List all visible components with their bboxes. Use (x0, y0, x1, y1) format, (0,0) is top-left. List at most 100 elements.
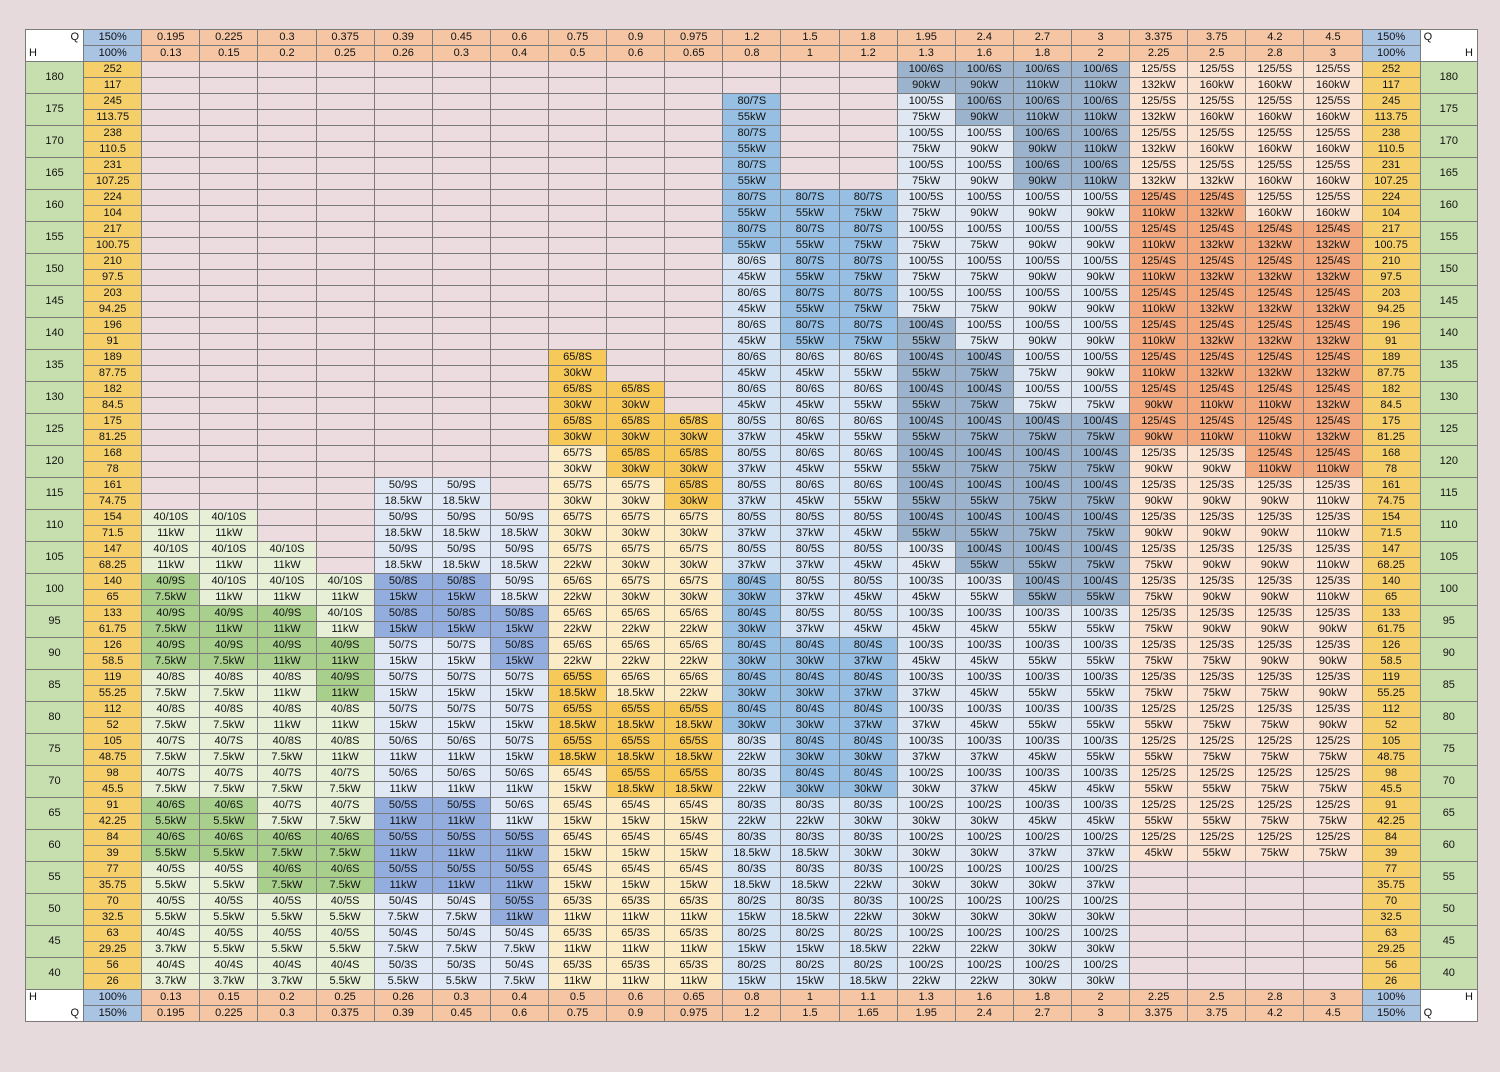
pump-model-cell: 125/3S (1129, 637, 1189, 654)
pump-model-cell: 40/10S (141, 541, 201, 558)
head-value-left: 140 (24, 317, 85, 350)
pump-model-cell (141, 477, 201, 494)
motor-power-cell (547, 109, 608, 126)
pump-model-cell (838, 61, 898, 78)
motor-power-cell: 75kW (896, 269, 956, 286)
pump-model-cell (547, 61, 608, 78)
motor-power-cell: 110kW (1245, 429, 1305, 446)
pump-model-cell: 100/5S (1070, 317, 1131, 334)
pump-model-cell: 80/4S (780, 669, 840, 686)
motor-power-cell (431, 77, 491, 94)
head-base-value: 81.25 (1361, 429, 1421, 446)
pump-model-cell: 100/4S (1070, 413, 1131, 430)
head-value-right: 110 (1419, 509, 1479, 542)
motor-power-cell: 160kW (1187, 141, 1247, 158)
table-row: 85 119 40/8S 40/8S 40/8S 40/9S 50/7S 50/7S 50/7S… (24, 669, 1479, 702)
pump-model-cell: 80/3S (780, 861, 840, 878)
motor-power-cell: 160kW (1303, 109, 1363, 126)
pump-model-cell: 125/2S (1245, 797, 1305, 814)
motor-power-cell: 11kW (257, 621, 317, 638)
motor-power-cell: 30kW (896, 845, 956, 862)
motor-power-cell: 75kW (1303, 781, 1363, 798)
motor-power-cell: 75kW (1070, 397, 1131, 414)
pump-model-cell (664, 253, 724, 270)
pump-model-cell: 65/7S (547, 541, 608, 558)
motor-power-cell: 7.5kW (141, 749, 201, 766)
motor-power-cell: 30kW (547, 493, 608, 510)
motor-power-cell: 75kW (954, 237, 1014, 254)
motor-power-cell (606, 333, 666, 350)
motor-power-cell: 132kW (1303, 333, 1363, 350)
motor-power-cell: 11kW (489, 781, 549, 798)
pump-model-cell (373, 285, 433, 302)
pump-model-cell: 40/4S (257, 957, 317, 974)
q-footer-value: 1.2 (722, 1005, 782, 1022)
motor-power-cell (664, 237, 724, 254)
motor-power-cell: 160kW (1245, 205, 1305, 222)
head-150-value: 84 (1361, 829, 1421, 846)
q-footer-value: 1.5 (780, 1005, 840, 1022)
pump-model-cell (838, 125, 898, 142)
pump-model-cell: 80/7S (780, 221, 840, 238)
motor-power-cell: 5.5kW (315, 973, 375, 990)
motor-power-cell: 132kW (1129, 77, 1189, 94)
motor-power-cell: 90kW (1070, 301, 1131, 318)
pump-model-cell: 65/8S (664, 413, 724, 430)
motor-power-cell (431, 301, 491, 318)
motor-power-cell: 30kW (896, 909, 956, 926)
motor-power-cell (489, 77, 549, 94)
motor-power-cell: 7.5kW (489, 941, 549, 958)
pump-model-cell (489, 157, 549, 174)
motor-power-cell: 15kW (547, 781, 608, 798)
q-footer-value: 2.5 (1187, 989, 1247, 1006)
motor-power-cell: 30kW (1012, 941, 1072, 958)
pump-model-cell: 125/3S (1187, 605, 1247, 622)
head-150-value: 119 (83, 669, 143, 686)
motor-power-cell: 45kW (722, 301, 782, 318)
motor-power-cell: 110kW (1303, 493, 1363, 510)
head-150-value: 154 (1361, 509, 1421, 526)
head-value-right: 65 (1419, 797, 1479, 830)
pump-model-cell: 100/3S (1070, 797, 1131, 814)
pump-model-cell: 80/7S (722, 189, 782, 206)
motor-power-cell: 75kW (838, 205, 898, 222)
table-row: 113.75 55kW 75kW 90kW 110kW 110kW 132kW 160kW 16… (26, 109, 1478, 126)
motor-power-cell (780, 173, 840, 190)
pump-model-cell: 80/6S (838, 413, 898, 430)
head-base-value: 26 (83, 973, 143, 990)
motor-power-cell (141, 397, 201, 414)
q-label: Q (1423, 31, 1433, 43)
pump-model-cell: 40/5S (199, 925, 259, 942)
pump-model-cell: 100/3S (896, 669, 956, 686)
pump-model-cell: 65/3S (547, 893, 608, 910)
motor-power-cell (606, 77, 666, 94)
motor-power-cell: 18.5kW (489, 557, 549, 574)
motor-power-cell: 75kW (1187, 717, 1247, 734)
pump-model-cell (257, 253, 317, 270)
motor-power-cell: 30kW (954, 845, 1014, 862)
head-value-left: 165 (24, 157, 85, 190)
motor-power-cell: 55kW (838, 429, 898, 446)
pump-model-cell: 125/2S (1245, 733, 1305, 750)
pump-model-cell: 100/4S (1070, 541, 1131, 558)
head-base-value: 58.5 (1361, 653, 1421, 670)
head-base-value: 42.25 (83, 813, 143, 830)
motor-power-cell: 11kW (199, 621, 259, 638)
pump-model-cell: 125/3S (1245, 605, 1305, 622)
pump-model-cell (141, 93, 201, 110)
pump-model-cell (315, 61, 375, 78)
motor-power-cell: 7.5kW (431, 941, 491, 958)
motor-power-cell: 7.5kW (315, 877, 375, 894)
motor-power-cell: 132kW (1187, 301, 1247, 318)
motor-power-cell: 55kW (1012, 653, 1072, 670)
motor-power-cell: 11kW (431, 845, 491, 862)
head-value-left: 65 (24, 797, 85, 830)
pump-model-cell: 125/4S (1303, 221, 1363, 238)
pump-model-cell: 50/8S (373, 573, 433, 590)
motor-power-cell: 75kW (896, 301, 956, 318)
pump-model-cell: 40/4S (315, 957, 375, 974)
pump-model-cell (199, 189, 259, 206)
pump-model-cell: 100/2S (954, 829, 1014, 846)
pump-model-cell: 100/5S (896, 157, 956, 174)
pump-model-cell: 40/5S (315, 925, 375, 942)
